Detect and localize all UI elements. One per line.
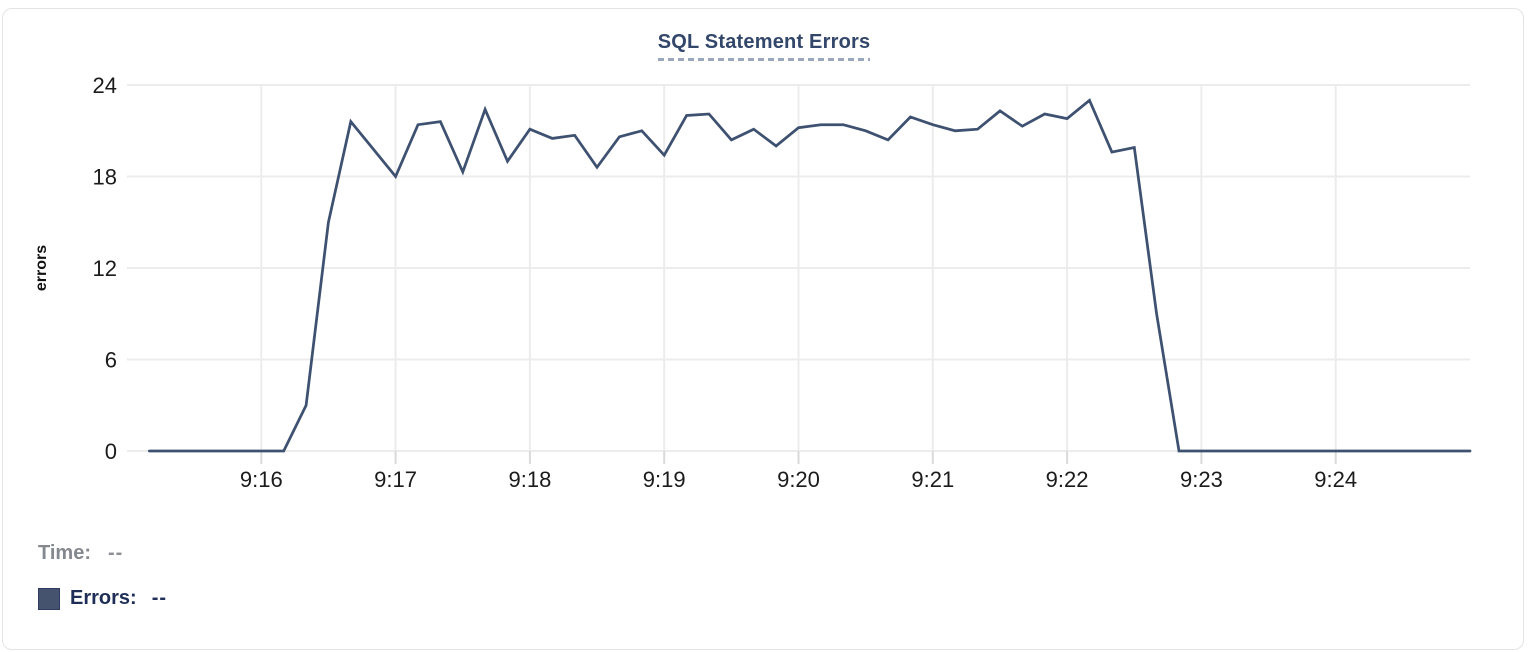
chart-title-text: SQL Statement Errors bbox=[657, 31, 871, 53]
x-tick-label: 9:16 bbox=[240, 467, 283, 492]
x-tick-label: 9:23 bbox=[1180, 467, 1223, 492]
title-dashed-underline bbox=[657, 58, 871, 61]
chart-title[interactable]: SQL Statement Errors bbox=[657, 31, 871, 61]
tooltip-time-row: Time: -- bbox=[38, 542, 167, 565]
tooltip-errors-label: Errors: bbox=[70, 587, 137, 609]
x-tick-label: 9:22 bbox=[1046, 467, 1089, 492]
panel-header: SQL Statement Errors bbox=[0, 31, 1528, 61]
tooltip-time-label: Time: bbox=[38, 542, 91, 564]
tooltip-errors-row: Errors: -- bbox=[38, 587, 167, 610]
tooltip-time-value: -- bbox=[107, 542, 124, 564]
y-tick-label: 12 bbox=[93, 256, 117, 281]
y-tick-label: 24 bbox=[93, 73, 117, 98]
panel-card bbox=[2, 8, 1524, 650]
y-axis-label: errors bbox=[33, 245, 50, 291]
x-tick-label: 9:17 bbox=[374, 467, 417, 492]
x-tick-label: 9:20 bbox=[777, 467, 820, 492]
y-tick-label: 18 bbox=[93, 165, 117, 190]
errors-series-swatch bbox=[38, 587, 60, 610]
y-tick-label: 6 bbox=[105, 348, 117, 373]
chart-tooltip-legend: Time: -- Errors: -- bbox=[38, 542, 167, 610]
x-tick-label: 9:19 bbox=[643, 467, 686, 492]
x-tick-label: 9:21 bbox=[911, 467, 954, 492]
errors-series-line[interactable] bbox=[148, 98, 1472, 453]
y-tick-label: 0 bbox=[105, 439, 117, 464]
tooltip-errors-value: -- bbox=[151, 587, 168, 609]
x-tick-label: 9:24 bbox=[1314, 467, 1357, 492]
x-tick-label: 9:18 bbox=[508, 467, 551, 492]
